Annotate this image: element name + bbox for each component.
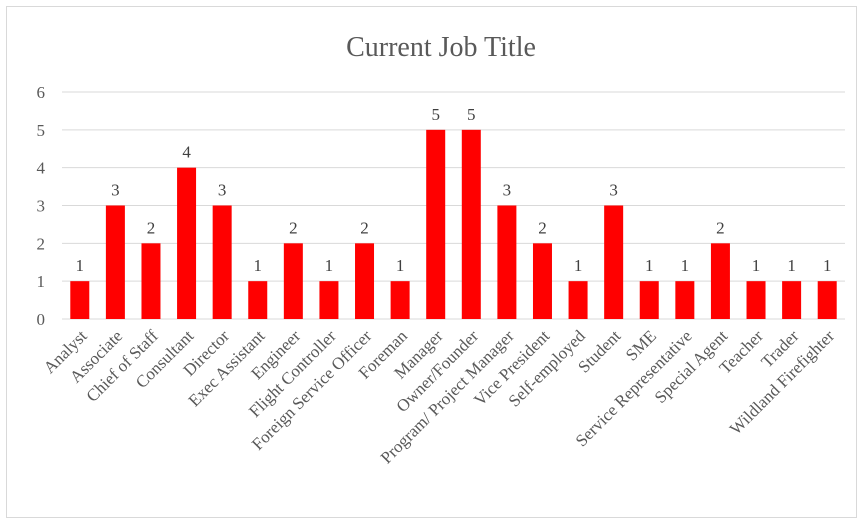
data-label: 1 <box>254 256 263 275</box>
data-label: 2 <box>538 218 547 237</box>
bar <box>213 206 232 320</box>
bar <box>319 281 338 319</box>
bar <box>747 281 766 319</box>
bar <box>782 281 801 319</box>
y-tick-label: 3 <box>37 197 46 216</box>
data-label: 2 <box>360 218 369 237</box>
data-label: 1 <box>645 256 654 275</box>
data-label: 1 <box>823 256 832 275</box>
data-label: 1 <box>76 256 85 275</box>
bar <box>70 281 89 319</box>
y-tick-label: 0 <box>37 310 46 329</box>
bar <box>497 206 516 320</box>
data-label: 1 <box>681 256 690 275</box>
y-tick-label: 1 <box>37 272 46 291</box>
bar <box>355 243 374 319</box>
y-tick-label: 4 <box>37 159 46 178</box>
bar <box>604 206 623 320</box>
bar <box>711 243 730 319</box>
data-label: 2 <box>289 218 298 237</box>
bar <box>177 168 196 319</box>
y-axis-ticks: 0 1 2 3 4 5 6 <box>37 83 46 329</box>
y-tick-label: 5 <box>37 121 46 140</box>
bar <box>462 130 481 319</box>
bar <box>533 243 552 319</box>
data-label: 3 <box>218 181 227 200</box>
data-label: 1 <box>574 256 583 275</box>
y-tick-label: 2 <box>37 234 46 253</box>
data-label: 5 <box>431 105 440 124</box>
bar <box>391 281 410 319</box>
data-label: 3 <box>609 181 618 200</box>
bar <box>284 243 303 319</box>
data-label: 3 <box>503 181 512 200</box>
bar <box>426 130 445 319</box>
data-label: 1 <box>752 256 761 275</box>
data-label: 1 <box>787 256 796 275</box>
bar <box>248 281 267 319</box>
data-label: 1 <box>396 256 405 275</box>
bar <box>818 281 837 319</box>
data-label: 3 <box>111 181 120 200</box>
bar <box>640 281 659 319</box>
bar <box>106 206 125 320</box>
bar <box>141 243 160 319</box>
data-label: 1 <box>325 256 334 275</box>
data-label: 4 <box>182 143 191 162</box>
y-tick-label: 6 <box>37 83 46 102</box>
chart-title: Current Job Title <box>346 32 536 63</box>
data-label: 2 <box>716 218 725 237</box>
data-label: 2 <box>147 218 156 237</box>
data-label: 5 <box>467 105 476 124</box>
bar <box>569 281 588 319</box>
bar <box>675 281 694 319</box>
